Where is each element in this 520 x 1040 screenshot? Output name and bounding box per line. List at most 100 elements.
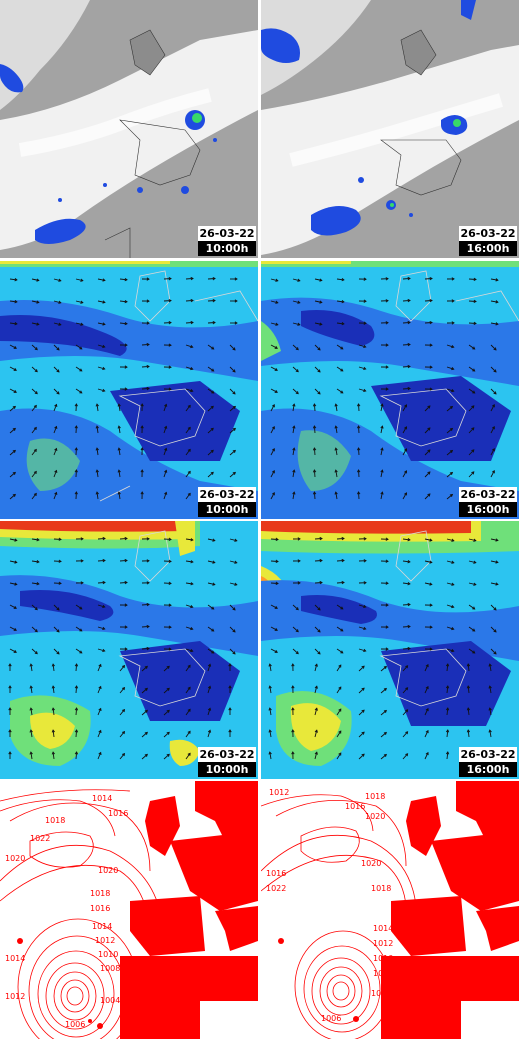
wind-arrow-head: [190, 604, 194, 609]
wind-arrow: [96, 470, 99, 478]
wind-arrow-head: [363, 581, 367, 585]
wind-arrow: [313, 491, 316, 500]
wind-arrow: [446, 494, 453, 500]
wind-arrow-head: [234, 538, 238, 542]
wind-arrow-head: [274, 627, 278, 631]
wind-arrow: [75, 685, 78, 694]
wind-arrow: [97, 730, 102, 738]
wind-arrow: [336, 344, 344, 350]
wind-arrow-head: [493, 391, 497, 395]
wind-arrow-head: [14, 538, 18, 542]
wind-arrow-head: [356, 425, 361, 429]
wind-arrow: [118, 404, 121, 412]
wind-arrow-head: [190, 582, 194, 586]
wind-arrow: [424, 493, 431, 500]
wind-arrow: [185, 366, 193, 370]
wind-arrow-head: [385, 365, 389, 369]
wind-arrow: [185, 560, 193, 563]
wind-arrow-head: [451, 604, 455, 609]
wind-arrow-head: [495, 560, 499, 564]
wind-arrow: [490, 366, 497, 373]
wind-arrow: [185, 277, 194, 280]
wind-arrow-head: [51, 707, 55, 711]
wind-arrow: [490, 604, 497, 611]
wind-arrow: [402, 687, 408, 694]
wind-arrow: [314, 582, 323, 584]
wind-arrow: [446, 626, 454, 630]
wind-arrow-head: [363, 604, 367, 609]
wind-arrow-head: [211, 346, 215, 350]
wind-arrow: [163, 448, 167, 456]
wind-arrow-head: [407, 602, 411, 607]
wind-arrow-head: [291, 685, 295, 689]
wind-arrow-head: [210, 471, 214, 475]
wind-arrow: [269, 664, 272, 672]
wind-arrow-head: [314, 707, 318, 711]
wind-arrow-head: [361, 731, 365, 735]
wind-arrow-head: [190, 344, 194, 349]
wind-arrow-head: [34, 347, 38, 351]
wind-arrow: [446, 560, 454, 564]
wind-arrow-head: [319, 558, 323, 563]
wind-arrow-head: [317, 607, 321, 611]
wind-arrow-head: [98, 663, 102, 668]
wind-arrow: [468, 427, 475, 434]
wind-arrow: [490, 582, 498, 585]
wind-arrow-head: [495, 582, 499, 586]
wind-arrow-head: [36, 278, 40, 282]
wind-arrow: [270, 604, 278, 609]
isobar-label: 1020: [361, 859, 381, 868]
wind-arrow: [270, 404, 275, 412]
wind-arrow: [270, 538, 279, 540]
wind-arrow: [380, 710, 387, 716]
wind-arrow-head: [340, 390, 344, 394]
wind-arrow-head: [144, 665, 148, 669]
wind-arrow-head: [12, 493, 16, 497]
wind-arrow: [75, 344, 83, 350]
wind-arrow: [424, 730, 429, 738]
wind-arrow-head: [234, 560, 238, 564]
wind-arrow: [313, 447, 316, 456]
wind-arrow: [119, 709, 125, 716]
wind-arrow-head: [187, 686, 191, 690]
wind-arrow-head: [146, 364, 150, 369]
wind-arrow: [9, 406, 16, 412]
wind-arrow-head: [312, 491, 317, 495]
wind-arrow-head: [334, 425, 338, 429]
wind-arrow-head: [495, 538, 499, 542]
wind-arrow-head: [380, 447, 384, 451]
wind-arrow: [467, 685, 470, 694]
wind-arrow-head: [471, 405, 475, 409]
wind-arrow-head: [268, 685, 272, 689]
wind-arrow-head: [407, 560, 411, 564]
blank-label-area: [200, 1001, 258, 1039]
wind-arrow-head: [271, 492, 275, 496]
wind-arrow-head: [146, 602, 150, 607]
wind-arrow-head: [80, 581, 84, 585]
wind-arrow-head: [80, 278, 84, 282]
wind-arrow-head: [58, 278, 62, 282]
wind-arrow-head: [51, 685, 55, 689]
wind-arrow-head: [34, 629, 38, 633]
isobar-label: 1004: [100, 996, 120, 1005]
wind-arrow-head: [166, 709, 170, 713]
wind-arrow: [141, 603, 150, 606]
wind-arrow: [468, 604, 475, 610]
wind-arrow: [9, 472, 16, 478]
wind-arrow: [75, 300, 83, 304]
wind-arrow-head: [407, 276, 411, 281]
time-label: 10:00h: [198, 762, 256, 777]
wind-arrow-head: [472, 346, 476, 350]
wind-arrow-head: [275, 278, 279, 282]
wind-arrow-head: [146, 277, 150, 281]
wind-arrow: [207, 344, 214, 350]
wind-arrow: [9, 322, 17, 325]
wind-arrow-head: [295, 369, 299, 373]
wind-arrow-head: [166, 687, 170, 691]
wind-arrow-head: [451, 626, 455, 631]
wind-arrow-head: [491, 470, 495, 474]
wind-arrow: [402, 538, 410, 541]
wind-arrow-head: [207, 663, 212, 667]
wind-arrow-head: [383, 687, 387, 691]
wind-arrow-head: [14, 278, 18, 282]
